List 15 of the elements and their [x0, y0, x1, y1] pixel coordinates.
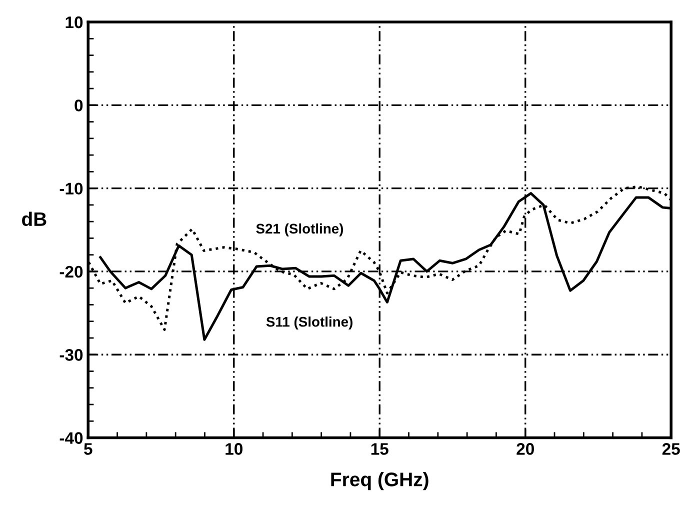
y-axis-title: dB	[22, 212, 46, 226]
x-tick-label: 20	[516, 443, 534, 455]
x-tick-label: 5	[84, 443, 92, 455]
text: S11 (Slotline)	[266, 316, 352, 330]
x-tick-label: 10	[226, 443, 242, 455]
y-tick-label: 0	[74, 100, 83, 112]
y-tick-label: -40	[60, 432, 83, 444]
x-tick-label: 15	[371, 443, 388, 455]
y-tick-label: -20	[60, 266, 83, 278]
y-tick-label: -10	[60, 182, 83, 195]
y-tick-label: 10	[66, 16, 83, 28]
x-tick-label: 25	[662, 443, 680, 455]
y-tick-label: -30	[60, 349, 83, 361]
series-label: S21 (Slotline)	[256, 223, 344, 236]
x-axis-title: Freq (GHz)	[331, 472, 428, 490]
